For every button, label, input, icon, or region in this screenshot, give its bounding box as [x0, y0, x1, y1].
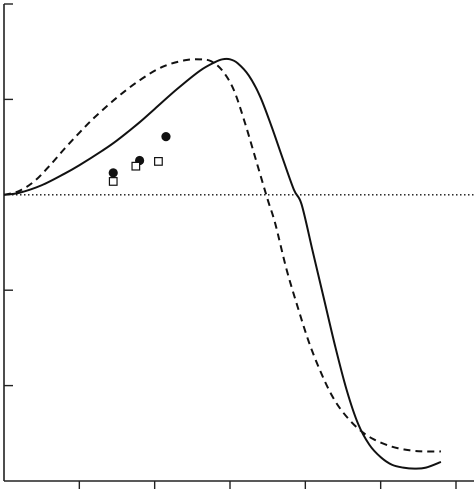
data-point-filled-circle-0 — [108, 168, 118, 178]
series-line-dashed — [3, 58, 441, 453]
data-point-open-square-0 — [108, 177, 118, 186]
series-line-solid — [3, 57, 442, 470]
data-point-open-square-1 — [131, 161, 141, 171]
chart-axes — [3, 3, 474, 489]
chart-series — [3, 57, 442, 470]
data-point-filled-circle-2 — [161, 132, 171, 142]
chart-markers — [108, 132, 171, 186]
data-point-open-square-2 — [154, 157, 163, 166]
